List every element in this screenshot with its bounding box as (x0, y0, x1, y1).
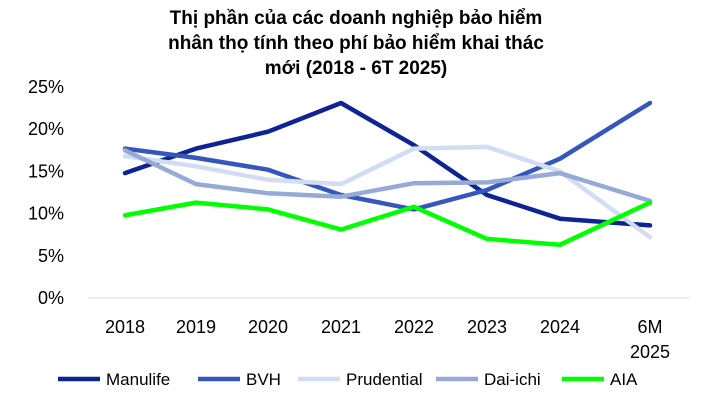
x-tick-label: 2023 (467, 317, 507, 337)
y-tick-label: 5% (38, 246, 64, 266)
chart-title-line: nhân thọ tính theo phí bảo hiểm khai thá… (168, 33, 544, 54)
legend-label: Prudential (346, 370, 423, 389)
x-tick-label: 2019 (176, 317, 216, 337)
x-tick-label: 2021 (321, 317, 361, 337)
chart-title-line: mới (2018 - 6T 2025) (264, 58, 448, 79)
x-tick-label: 2024 (540, 317, 580, 337)
series-line-dai-ichi (122, 148, 653, 204)
series-line-aia (122, 200, 653, 248)
y-tick-label: 15% (28, 161, 64, 181)
y-tick-label: 20% (28, 119, 64, 139)
y-tick-label: 0% (38, 288, 64, 308)
legend-label: BVH (246, 370, 281, 389)
x-tick-label: 2022 (394, 317, 434, 337)
series-line-prudential (122, 144, 653, 240)
x-tick-label: 6M 2025 (630, 317, 670, 362)
x-tick-label: 2018 (105, 317, 145, 337)
legend-label: Manulife (106, 370, 170, 389)
y-tick-label: 10% (28, 204, 64, 224)
legend-label: Dai-ichi (484, 370, 541, 389)
y-tick-label: 25% (28, 77, 64, 97)
series-line-bvh (122, 100, 653, 212)
x-tick-label: 2020 (248, 317, 288, 337)
series-line-manulife (122, 100, 653, 228)
chart-title: Thị phần của các doanh nghiệp bảo hiểm n… (0, 6, 712, 81)
chart-title-line: Thị phần của các doanh nghiệp bảo hiểm (169, 8, 543, 29)
legend-label: AIA (610, 370, 638, 389)
